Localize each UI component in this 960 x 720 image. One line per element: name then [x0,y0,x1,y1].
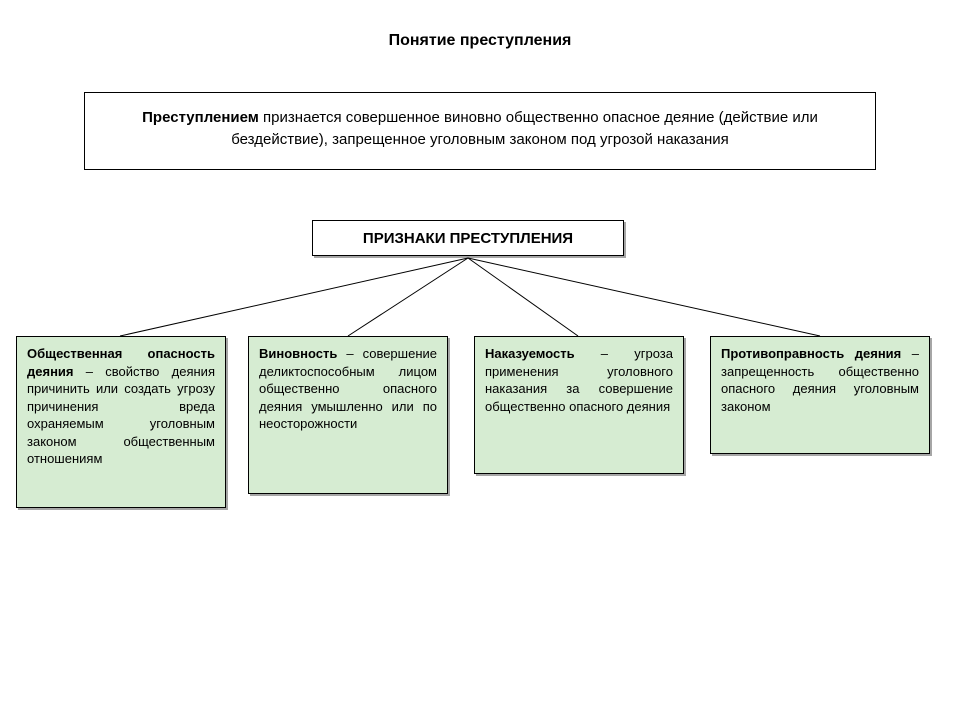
leaf-guilt: Виновность – со­вершение деликто­способн… [248,336,448,494]
diagram-stage: Понятие преступления Преступлением призн… [0,0,960,720]
leaf-lead: Наказуемость [485,346,575,361]
definition-lead: Преступлением [142,109,259,126]
leaf-social-danger: Общественная опасность деяния – свойство… [16,336,226,508]
leaf-punishability: Наказуемость – уг­роза применения уголов… [474,336,684,474]
signs-heading-box: ПРИЗНАКИ ПРЕСТУПЛЕНИЯ [312,220,624,256]
definition-rest: признается совершенное виновно обществен… [231,109,818,148]
definition-box: Преступлением признается совершенное вин… [84,92,876,170]
page-title: Понятие преступления [0,32,960,50]
leaf-lead: Противоправность деяния [721,346,901,361]
leaf-illegality: Противоправность деяния – запрещенность … [710,336,930,454]
leaf-lead: Виновность [259,346,337,361]
signs-heading-text: ПРИЗНАКИ ПРЕСТУПЛЕНИЯ [363,230,573,247]
